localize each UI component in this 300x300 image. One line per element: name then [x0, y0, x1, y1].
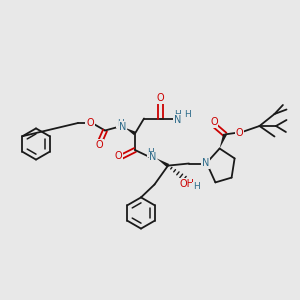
Text: O: O — [115, 151, 122, 161]
Text: N: N — [202, 158, 209, 169]
Text: H: H — [174, 110, 181, 119]
Text: O: O — [86, 118, 94, 128]
Text: H: H — [193, 182, 200, 191]
Text: O: O — [157, 93, 164, 103]
Text: O: O — [236, 128, 243, 139]
Polygon shape — [157, 158, 169, 167]
Polygon shape — [125, 128, 136, 135]
Text: O: O — [210, 117, 218, 128]
Text: H: H — [147, 148, 154, 157]
Polygon shape — [220, 134, 227, 148]
Text: H: H — [184, 110, 191, 119]
Text: N: N — [119, 122, 127, 132]
Text: N: N — [149, 152, 157, 163]
Text: OH: OH — [179, 179, 194, 189]
Text: N: N — [174, 115, 181, 125]
Text: H: H — [117, 118, 123, 127]
Text: O: O — [95, 140, 103, 150]
